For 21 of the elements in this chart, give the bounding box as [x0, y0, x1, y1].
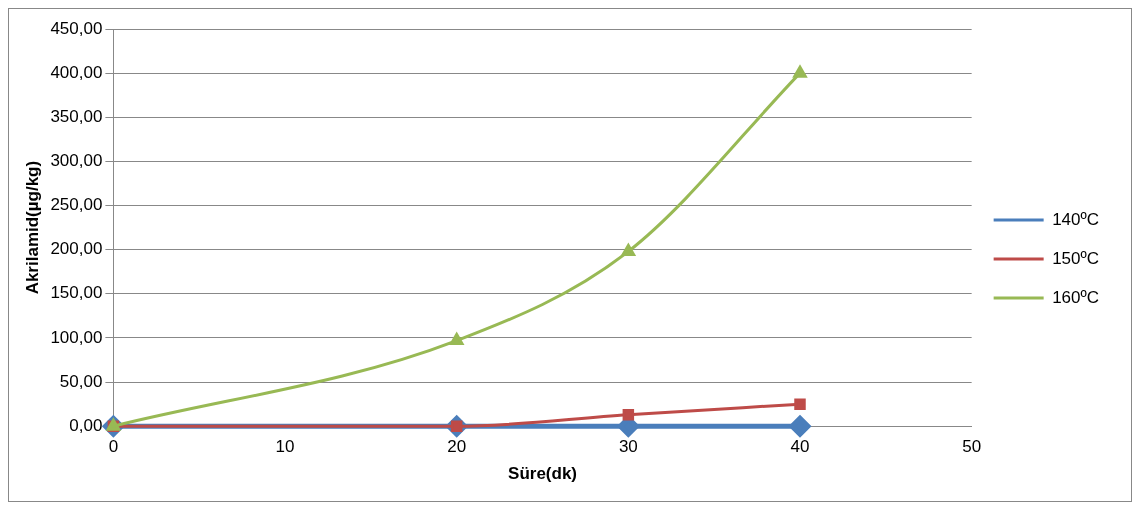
- legend-label: 150ºC: [1052, 248, 1100, 268]
- y-tick-label: 400,00: [50, 62, 103, 82]
- x-tick-label: 40: [790, 437, 810, 457]
- x-tick-label: 30: [618, 437, 638, 457]
- y-tick-label: 200,00: [50, 239, 103, 259]
- y-tick-label: 50,00: [59, 371, 103, 391]
- y-tick-label: 100,00: [50, 327, 103, 347]
- x-tick-label: 50: [962, 437, 982, 457]
- x-tick-label: 20: [447, 437, 467, 457]
- x-tick-label: 0: [108, 437, 119, 457]
- y-tick-label: 350,00: [50, 106, 103, 126]
- y-tick-label: 150,00: [50, 283, 103, 303]
- x-axis-title: Süre(dk): [508, 464, 578, 484]
- x-tick-label: 10: [275, 437, 295, 457]
- y-tick-label: 250,00: [50, 195, 103, 215]
- y-tick-label: 0,00: [69, 415, 103, 435]
- y-tick-label: 450,00: [50, 18, 103, 38]
- y-tick-label: 300,00: [50, 151, 103, 171]
- legend-label: 160ºC: [1052, 287, 1100, 307]
- legend-label: 140ºC: [1052, 209, 1100, 229]
- y-axis-title: Akrilamid(µg/kg): [22, 160, 42, 295]
